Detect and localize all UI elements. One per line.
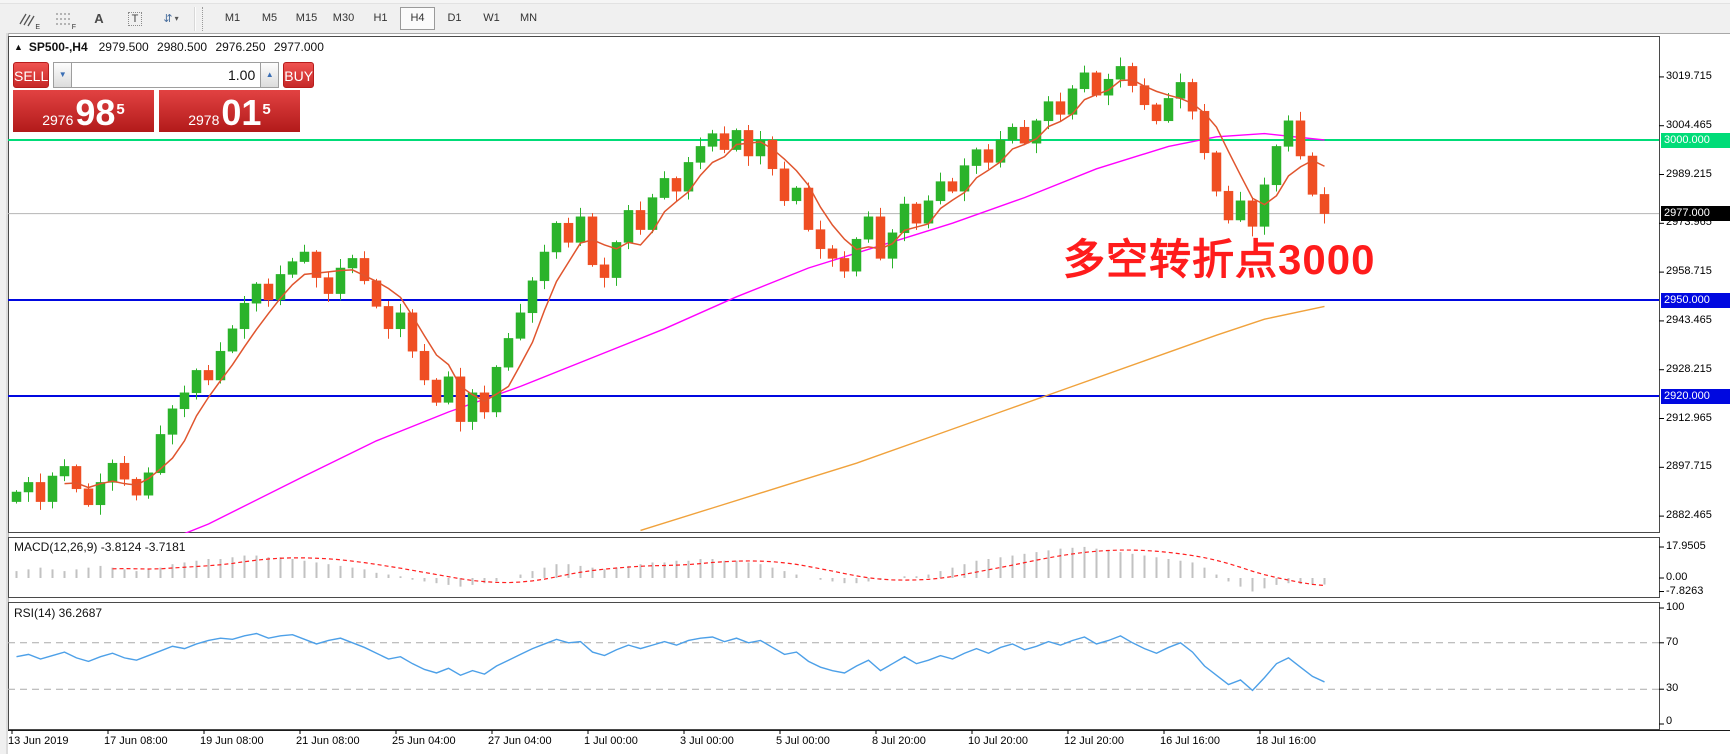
sell-price-pip: 5 [116, 101, 125, 118]
timeframe-button-mn[interactable]: MN [519, 12, 538, 24]
price-scale-label: 2897.715 [1666, 460, 1712, 472]
time-axis-label: 17 Jun 08:00 [104, 735, 168, 747]
toolbar-gripper[interactable] [202, 6, 207, 31]
buy-price-big: 01 [221, 92, 262, 133]
price-badge-3000.000: 3000.000 [1661, 133, 1730, 148]
chart-annotation-text: 多空转折点3000 [1063, 236, 1376, 283]
timeframe-buttons: M1 M5 M15 M30 H1 H4 D1 W1 MN [215, 7, 546, 30]
volume-decrease-button[interactable]: ▼ [53, 62, 73, 88]
timeframe-button-d1[interactable]: D1 [447, 12, 462, 24]
close-value: 2977.000 [273, 40, 324, 54]
sell-button[interactable]: SELL [13, 62, 50, 88]
time-axis-label: 12 Jul 20:00 [1064, 735, 1124, 747]
text-icon[interactable]: A [94, 11, 104, 26]
macd-label: MACD(12,26,9) -3.8124 -3.7181 [14, 540, 186, 554]
time-axis-label: 27 Jun 04:00 [488, 735, 552, 747]
time-axis-label: 13 Jun 2019 [8, 735, 69, 747]
window-top-strip [0, 0, 1730, 4]
dropdown-caret-icon: ▾ [174, 14, 179, 23]
price-scale-label: 2958.715 [1666, 265, 1712, 277]
ohlc-readout: 2979.500 2980.500 2976.250 2977.000 [94, 40, 324, 54]
time-axis[interactable] [8, 730, 1730, 754]
high-value: 2980.500 [157, 40, 208, 54]
price-scale-label: 3004.465 [1666, 119, 1712, 131]
timeframe-button-h1[interactable]: H1 [373, 12, 388, 24]
macd-scale-label: 0.00 [1666, 571, 1688, 583]
buy-button[interactable]: BUY [283, 62, 315, 88]
volume-stepper: ▼ ▲ [53, 62, 280, 88]
sell-price-display[interactable]: 2976 98 5 [13, 90, 154, 132]
rsi-label: RSI(14) 36.2687 [14, 606, 103, 620]
time-axis-label: 8 Jul 20:00 [872, 735, 926, 747]
timeframe-button-h4[interactable]: H4 [400, 7, 435, 30]
symbol-timeframe-label: SP500-,H4 [28, 40, 88, 54]
timeframe-button-m1[interactable]: M1 [224, 12, 241, 24]
toolbar-separator [194, 6, 196, 31]
volume-input[interactable] [72, 62, 261, 88]
price-scale-label: 2928.215 [1666, 363, 1712, 375]
rsi-scale-label: 0 [1666, 715, 1673, 727]
buy-price-stem: 2978 [188, 112, 220, 128]
price-scale-column[interactable] [1660, 36, 1730, 730]
time-axis-label: 3 Jul 00:00 [680, 735, 734, 747]
text-label-icon[interactable]: T [122, 7, 148, 31]
timeframe-button-m30[interactable]: M30 [332, 12, 355, 24]
elliott-wave-icon[interactable]: E [14, 7, 40, 31]
price-scale-label: 2912.965 [1666, 412, 1712, 424]
drawing-tools-group: E F A T ⇵ ▾ [0, 7, 184, 31]
buy-price-display[interactable]: 2978 01 5 [159, 90, 300, 132]
chart-header: ▲ SP500-,H4 2979.500 2980.500 2976.250 2… [14, 40, 324, 54]
timeframe-button-m5[interactable]: M5 [261, 12, 278, 24]
price-scale-label: 3019.715 [1666, 70, 1712, 82]
buy-price-pip: 5 [262, 101, 271, 118]
sell-price-stem: 2976 [42, 112, 74, 128]
price-badge-2950.000: 2950.000 [1661, 293, 1730, 308]
low-value: 2976.250 [215, 40, 266, 54]
price-scale-label: 2973.965 [1666, 216, 1712, 228]
time-axis-label: 5 Jul 00:00 [776, 735, 830, 747]
time-axis-label: 10 Jul 20:00 [968, 735, 1028, 747]
macd-panel[interactable] [8, 537, 1660, 598]
collapse-triangle-icon[interactable]: ▲ [14, 42, 23, 52]
price-badge-2977.000: 2977.000 [1661, 206, 1730, 221]
time-axis-label: 1 Jul 00:00 [584, 735, 638, 747]
rsi-scale-label: 100 [1666, 601, 1685, 613]
macd-scale-label: 17.9505 [1666, 540, 1706, 552]
time-axis-label: 25 Jun 04:00 [392, 735, 456, 747]
price-badge-2920.000: 2920.000 [1661, 389, 1730, 404]
fibonacci-icon[interactable]: F [50, 7, 76, 31]
one-click-trade-panel: SELL ▼ ▲ BUY 2976 98 5 2978 01 5 [13, 62, 315, 132]
time-axis-label: 19 Jun 08:00 [200, 735, 264, 747]
volume-increase-button[interactable]: ▲ [260, 62, 280, 88]
price-scale-label: 2943.465 [1666, 314, 1712, 326]
open-value: 2979.500 [98, 40, 149, 54]
rsi-scale-label: 30 [1666, 682, 1679, 694]
time-axis-label: 21 Jun 08:00 [296, 735, 360, 747]
timeframe-button-w1[interactable]: W1 [483, 12, 500, 24]
rsi-panel[interactable] [8, 602, 1660, 730]
price-scale-label: 2882.465 [1666, 509, 1712, 521]
timeframe-button-m15[interactable]: M15 [295, 12, 318, 24]
rsi-scale-label: 70 [1666, 636, 1679, 648]
macd-scale-label: -7.8263 [1666, 585, 1704, 597]
time-axis-label: 18 Jul 16:00 [1256, 735, 1316, 747]
price-scale-label: 2989.215 [1666, 168, 1712, 180]
chart-toolbar: E F A T ⇵ ▾ M1 M5 M15 M30 H1 H4 D1 W1 MN [0, 4, 1730, 34]
arrow-tools-icon[interactable]: ⇵ ▾ [163, 13, 179, 25]
time-axis-label: 16 Jul 16:00 [1160, 735, 1220, 747]
sell-price-big: 98 [75, 92, 116, 133]
